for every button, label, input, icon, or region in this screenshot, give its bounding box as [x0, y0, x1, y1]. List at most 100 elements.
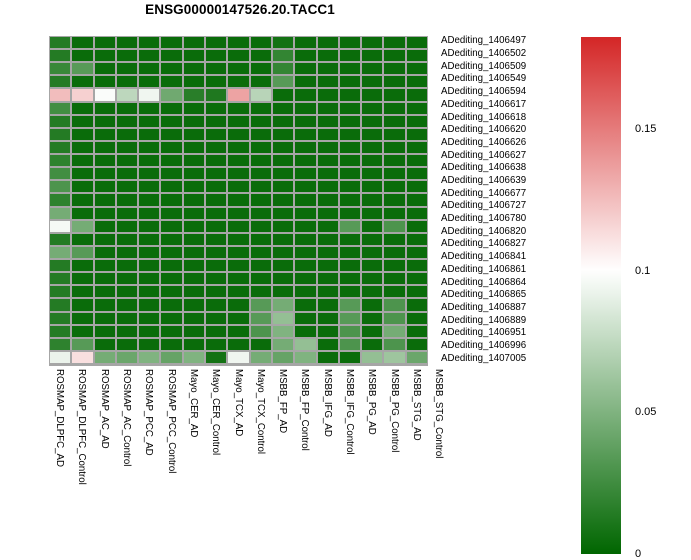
heatmap-cell — [71, 272, 94, 286]
heatmap-cell — [49, 180, 72, 194]
heatmap-cell — [49, 36, 72, 50]
heatmap-cell — [182, 272, 206, 286]
heatmap-cell — [182, 88, 206, 102]
heatmap-cell — [383, 49, 406, 63]
heatmap-cell — [405, 101, 428, 115]
heatmap-cell — [93, 311, 116, 325]
heatmap-cell — [294, 49, 317, 63]
heatmap-cell — [294, 101, 317, 115]
heatmap-cell — [405, 167, 428, 181]
heatmap-cell — [49, 311, 72, 325]
heatmap-cell — [361, 206, 384, 220]
heatmap-cell — [71, 127, 94, 141]
heatmap-cell — [271, 36, 295, 50]
heatmap-cell — [249, 350, 272, 364]
colorbar: 0 0.05 0.1 0.15 — [581, 37, 691, 560]
row-label: ADediting_1406639 — [441, 174, 527, 186]
heatmap-cell — [294, 114, 317, 128]
heatmap-cell — [227, 114, 250, 128]
heatmap-cell — [338, 167, 362, 181]
heatmap-cell — [205, 245, 228, 260]
heatmap-cell — [361, 259, 384, 273]
heatmap-cell — [182, 75, 206, 89]
heatmap-cell — [316, 272, 339, 286]
heatmap-cell — [338, 154, 362, 168]
heatmap-cell — [227, 206, 250, 220]
heatmap-cell — [405, 75, 428, 89]
heatmap-cell — [71, 298, 94, 312]
heatmap-cell — [138, 245, 161, 260]
heatmap-cell — [294, 154, 317, 168]
heatmap-cell — [316, 337, 339, 351]
heatmap-cell — [383, 88, 406, 102]
heatmap-cell — [71, 232, 94, 246]
heatmap-cell — [271, 324, 295, 338]
column-label: MSBB_FP_AD — [277, 369, 289, 434]
heatmap-cell — [160, 232, 183, 246]
heatmap-cell — [294, 272, 317, 286]
heatmap-cell — [138, 272, 161, 286]
heatmap-cell — [49, 114, 72, 128]
heatmap-cell — [338, 311, 362, 325]
row-label: ADediting_1406638 — [441, 162, 527, 174]
heatmap-cell — [294, 140, 317, 155]
heatmap-cell — [249, 36, 272, 50]
heatmap-cell — [249, 311, 272, 325]
heatmap-cell — [138, 36, 161, 50]
heatmap-cell — [138, 140, 161, 155]
heatmap-cell — [138, 88, 161, 102]
heatmap-cell — [294, 232, 317, 246]
heatmap-cell — [383, 219, 406, 233]
heatmap-cell — [361, 193, 384, 207]
heatmap-cell — [71, 36, 94, 50]
heatmap-cell — [160, 193, 183, 207]
heatmap-cell — [316, 140, 339, 155]
heatmap-cell — [115, 101, 139, 115]
heatmap-cell — [383, 245, 406, 260]
heatmap-cell — [71, 245, 94, 260]
heatmap-cell — [160, 49, 183, 63]
heatmap-cell — [49, 298, 72, 312]
heatmap-cell — [271, 232, 295, 246]
heatmap-cell — [294, 75, 317, 89]
heatmap-cell — [383, 232, 406, 246]
heatmap-cell — [361, 36, 384, 50]
heatmap-cell — [405, 114, 428, 128]
heatmap-cell — [160, 167, 183, 181]
heatmap-cell — [338, 101, 362, 115]
heatmap-cell — [383, 127, 406, 141]
heatmap-cell — [383, 167, 406, 181]
heatmap-cell — [316, 311, 339, 325]
heatmap-cell — [405, 337, 428, 351]
heatmap-cell — [249, 298, 272, 312]
heatmap-cell — [160, 140, 183, 155]
heatmap-cell — [93, 298, 116, 312]
heatmap-cell — [249, 285, 272, 299]
heatmap-cell — [405, 49, 428, 63]
heatmap-cell — [71, 311, 94, 325]
heatmap-cell — [93, 127, 116, 141]
colorbar-tick-label: 0.05 — [635, 406, 657, 419]
heatmap-cell — [182, 311, 206, 325]
column-label: MSBB_STG_AD — [410, 369, 422, 441]
heatmap-cell — [383, 324, 406, 338]
heatmap-cell — [71, 49, 94, 63]
heatmap-cell — [338, 180, 362, 194]
heatmap-cell — [93, 88, 116, 102]
colorbar-tick-label: 0.1 — [635, 264, 651, 277]
heatmap-cell — [227, 62, 250, 76]
heatmap-cell — [182, 324, 206, 338]
heatmap-cell — [49, 219, 72, 233]
heatmap-cell — [71, 337, 94, 351]
heatmap-cell — [93, 272, 116, 286]
heatmap-cell — [49, 350, 72, 364]
heatmap-cell — [249, 167, 272, 181]
heatmap-cell — [405, 272, 428, 286]
heatmap-cell — [205, 36, 228, 50]
heatmap-cell — [93, 75, 116, 89]
heatmap-cell — [138, 311, 161, 325]
heatmap-cell — [383, 363, 406, 366]
heatmap-cell — [227, 350, 250, 364]
heatmap-cell — [49, 193, 72, 207]
heatmap-cell — [182, 193, 206, 207]
